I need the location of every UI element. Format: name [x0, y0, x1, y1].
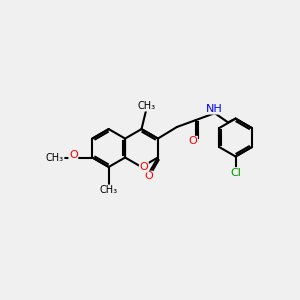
Text: Cl: Cl — [230, 168, 241, 178]
Text: NH: NH — [206, 104, 223, 114]
Text: O: O — [189, 136, 197, 146]
Text: O: O — [69, 150, 78, 160]
Text: CH₃: CH₃ — [100, 185, 118, 195]
Text: O: O — [144, 171, 153, 181]
Text: O: O — [140, 162, 148, 172]
Text: CH₃: CH₃ — [137, 101, 155, 111]
Text: CH₃: CH₃ — [46, 152, 64, 163]
